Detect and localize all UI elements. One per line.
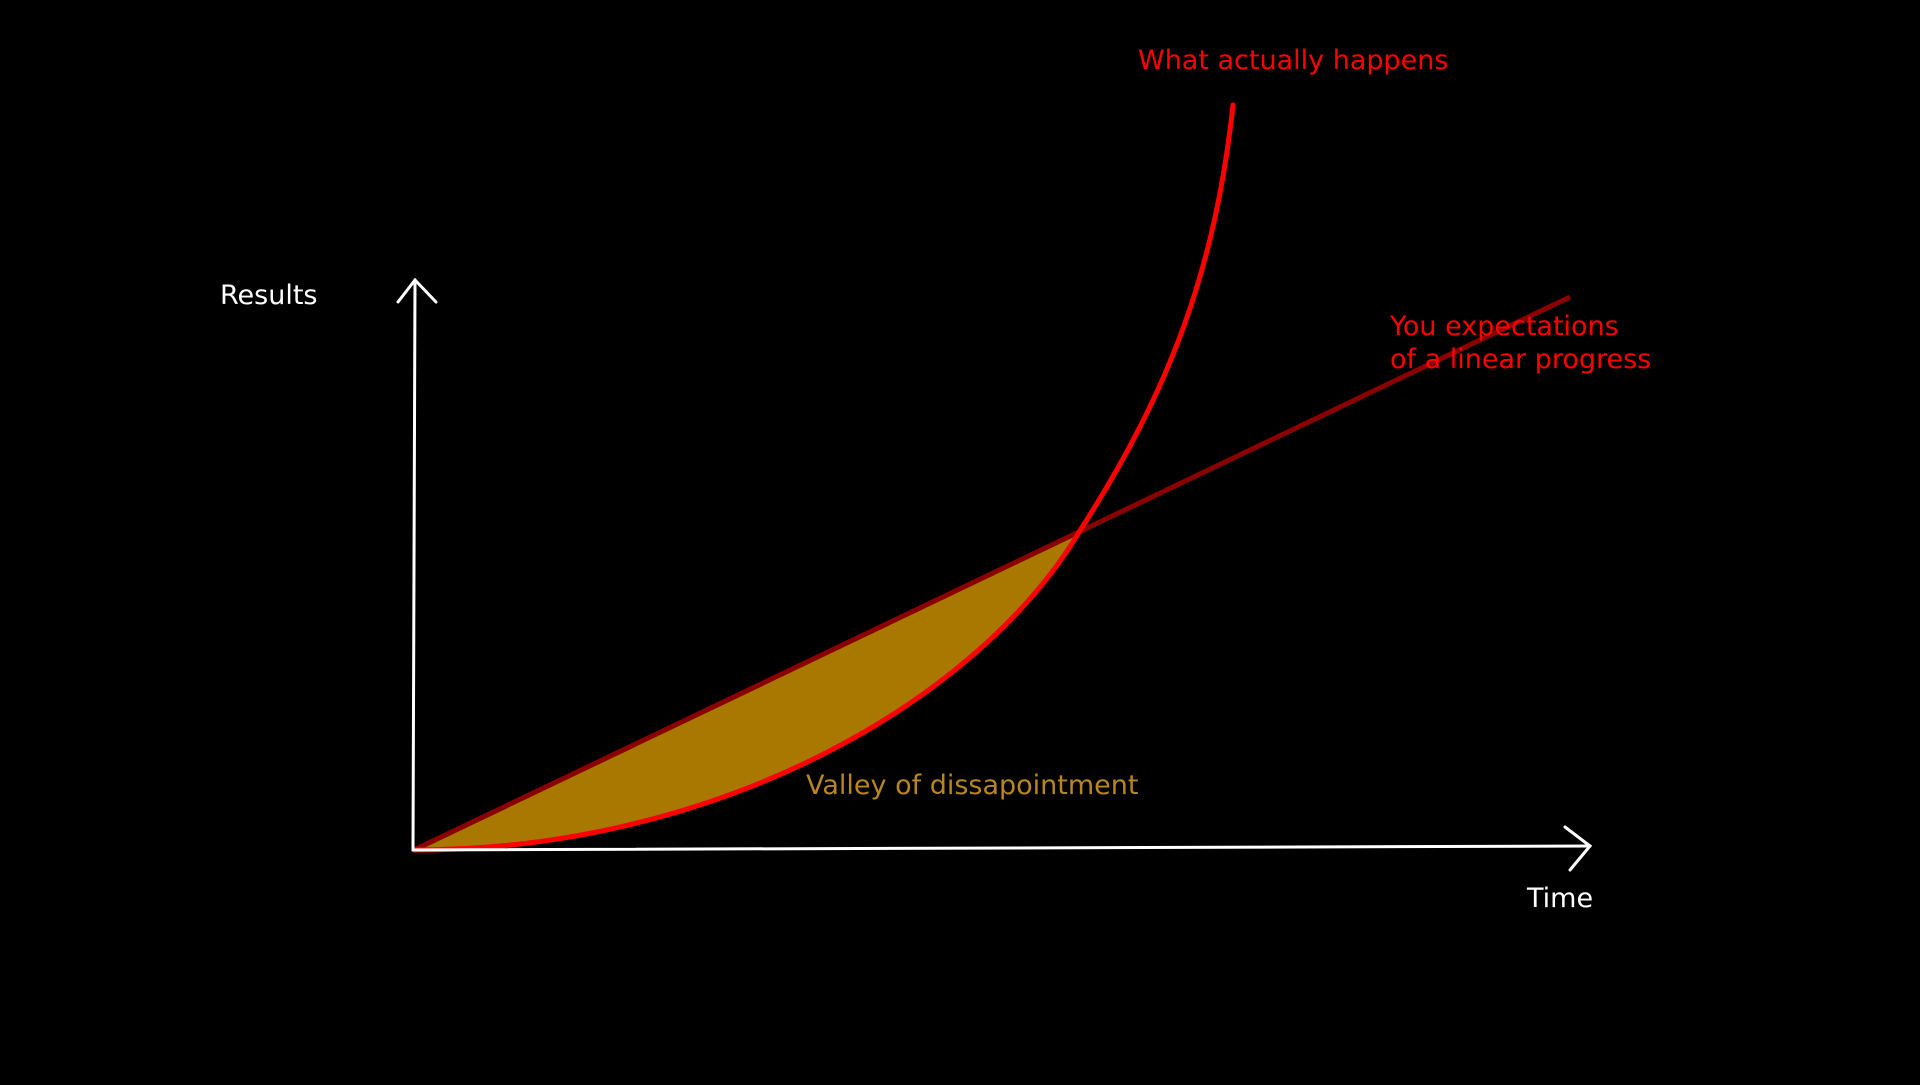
x-axis-label: Time (1526, 883, 1593, 914)
valley-label: Valley of dissapointment (806, 770, 1139, 801)
x-axis-arrowhead (1563, 825, 1593, 872)
actual-curve (411, 102, 1236, 853)
actual-curve-label: What actually happens (1138, 45, 1448, 76)
y-axis-label: Results (220, 280, 318, 311)
expectation-label-line1: You expectations (1389, 311, 1619, 342)
x-axis (411, 825, 1593, 872)
expectation-line (412, 294, 1572, 853)
expectation-label-line2: of a linear progress (1390, 344, 1651, 375)
y-axis-arrowhead (396, 277, 438, 304)
y-axis (396, 277, 438, 852)
